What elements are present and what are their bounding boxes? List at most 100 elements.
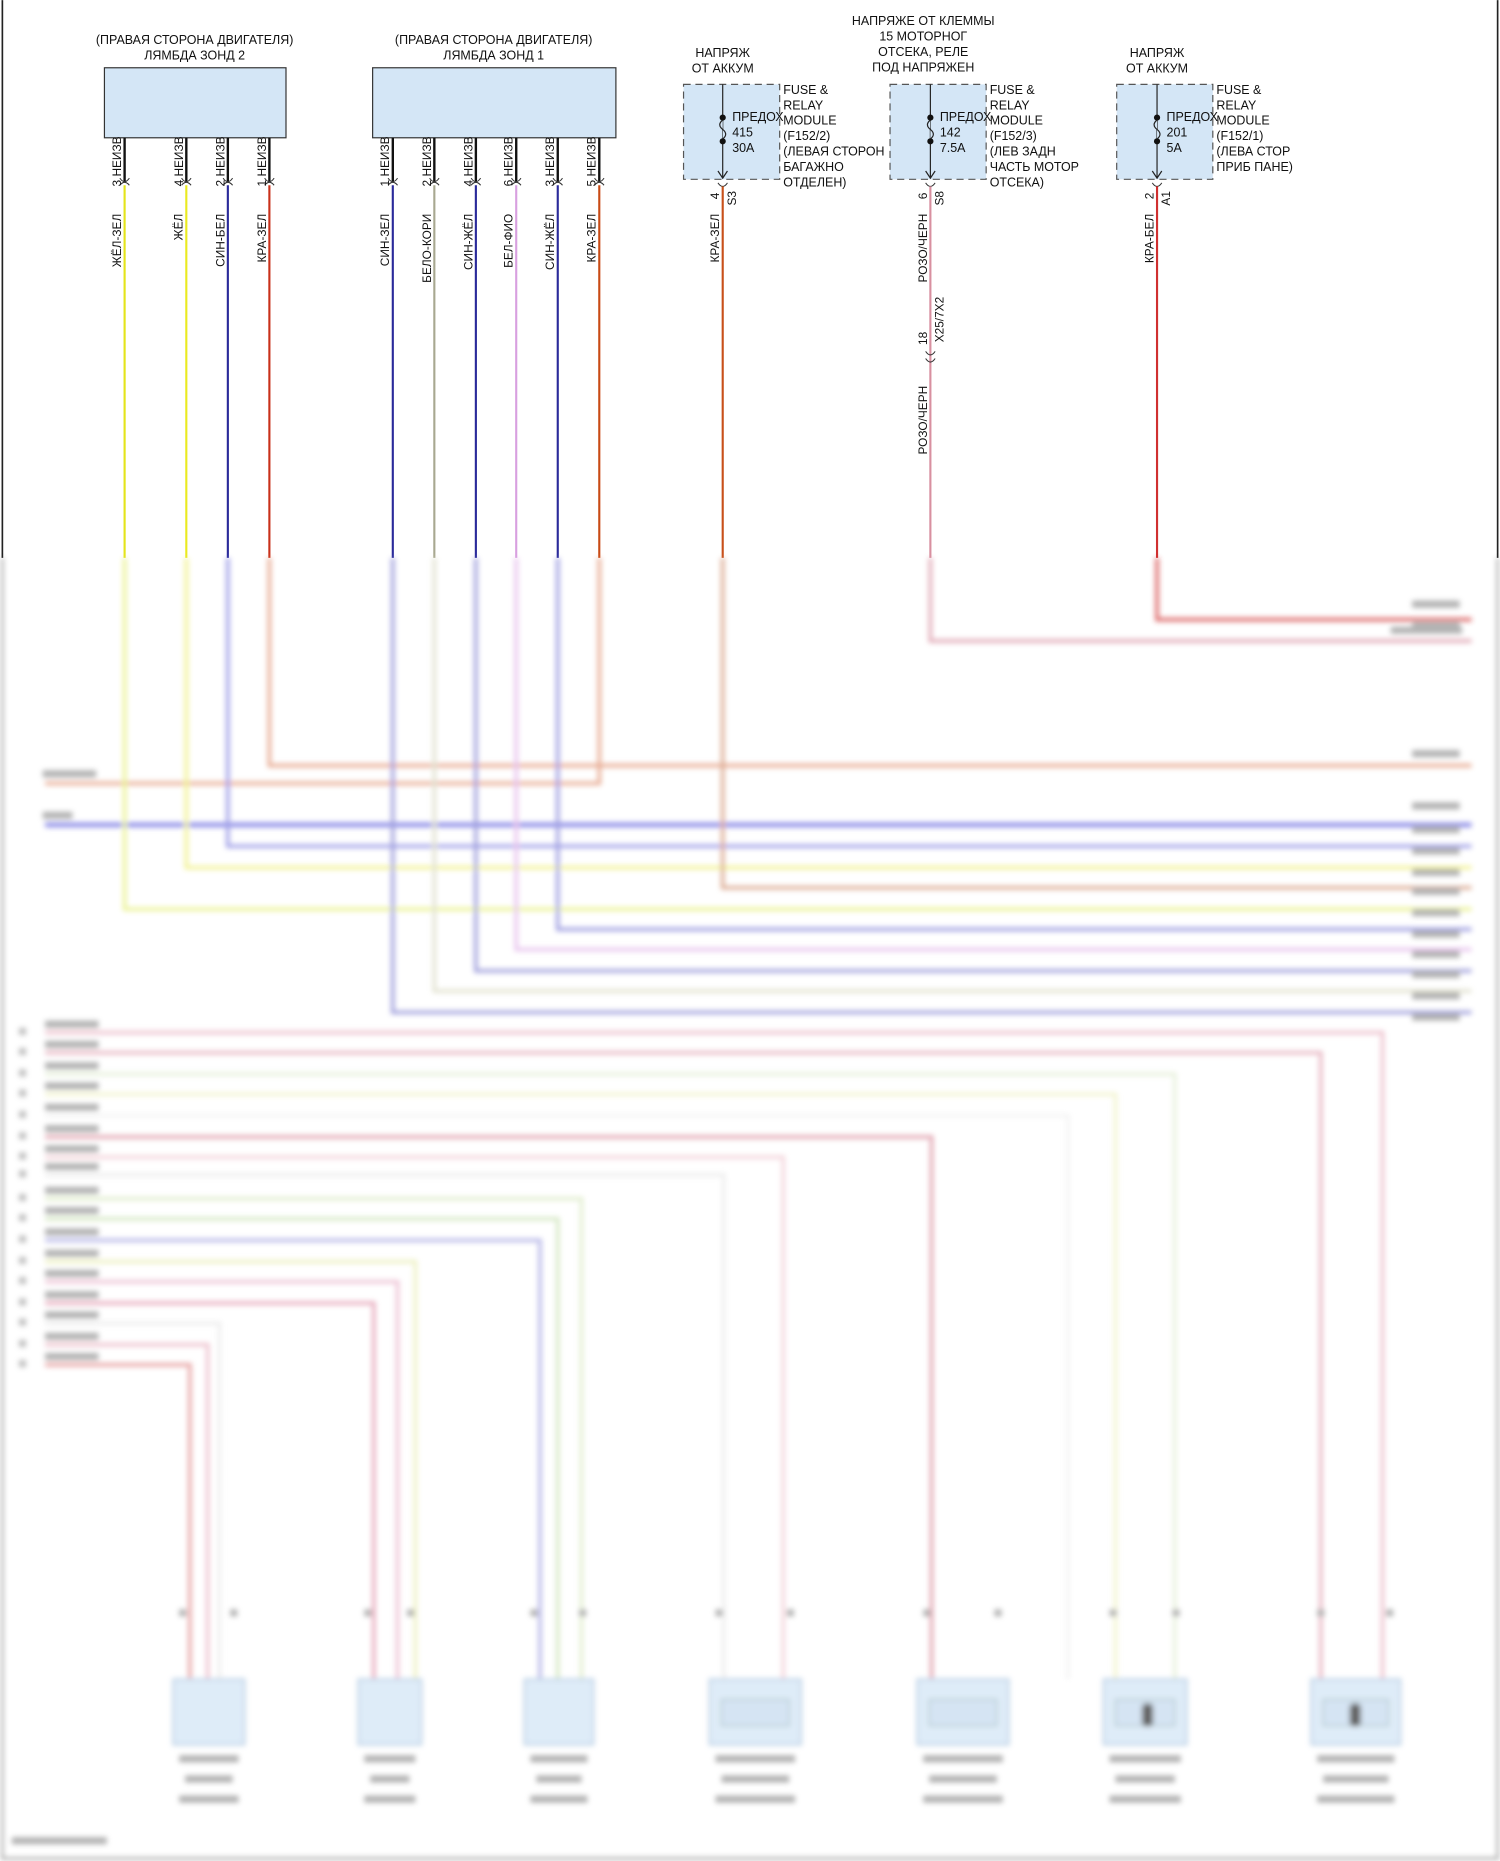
inline-connector-symbol [925,351,936,363]
pin-label: 4 НЕИЗВ [461,136,475,186]
sensor-name-label: ЛЯМБДА ЗОНД 2 [144,48,245,62]
wire-color-label: КРА-БЕЛ [1142,214,1156,263]
blurred-label [994,1609,1002,1617]
supply-label: ОТ АККУМ [1126,62,1188,76]
blurred-label [42,811,73,819]
blurred-label [42,770,97,778]
inline-connector-label: X25/7X2 [932,297,946,342]
wire [45,1342,210,1680]
pin-label: 6 НЕИЗВ [502,136,516,186]
blurred-label [530,1795,588,1803]
fuse-module-box [1116,83,1214,180]
blurred-label [1109,1795,1181,1803]
wire [45,1217,560,1680]
sensor-name-label: ЛЯМБДА ЗОНД 1 [443,48,544,62]
blurred-label [721,1775,790,1783]
module-label: MODULE [1216,114,1269,128]
blurred-label [407,1609,415,1617]
blurred-label [45,1103,99,1111]
connector-symbol [387,177,398,186]
wire [555,557,1472,932]
wire [474,557,1472,973]
wire [514,557,1472,952]
blurred-label [1412,992,1460,1000]
connector-symbol [181,177,192,186]
connector-symbol [717,182,728,187]
wire [267,557,1472,768]
blurred-pin [18,1214,27,1222]
wire [45,1050,1323,1680]
blurred-label [45,1062,99,1070]
module-label: RELAY [990,98,1031,112]
arrow-icon [717,170,728,180]
blurred-label [179,1609,187,1617]
sensor-wire: 1 НЕИЗВ СИН-ЗЕЛ [378,136,398,558]
wire [45,1030,1385,1680]
supply-label: ОТ АККУМ [692,62,754,76]
arrow-icon [925,170,936,180]
pin-label: 6 [916,192,930,199]
module-label: ПРИБ ПАНЕ) [1216,160,1293,174]
blurred-label [45,1249,99,1257]
blurred-label [45,1082,99,1090]
module-label: (ЛЕВАЯ СТОРОН [783,145,884,159]
diagram-visible-section: (ПРАВАЯ СТОРОНА ДВИГАТЕЛЯ)ЛЯМБДА ЗОНД 23… [1,0,1499,558]
module-label: (ЛЕВА СТОР [1216,145,1290,159]
inline-pin-label: 18 [916,331,930,345]
supply-label: НАПРЯЖ [1130,46,1185,60]
connector-symbol [511,177,522,186]
blurred-label [530,1755,588,1763]
blurred-pin [18,1235,27,1243]
wire-color-label: КРА-ЗЕЛ [708,214,722,263]
blurred-label [536,1775,582,1783]
bottom-component [523,1678,595,1746]
supply-label: НАПРЯЖ [695,46,750,60]
blurred-label [1172,1609,1180,1617]
blurred-label [1412,600,1460,608]
wire-color-label: БЕЛ-ФИО [502,214,516,268]
component-symbol [1141,1703,1154,1727]
blurred-label [530,1609,538,1617]
blurred-pin [18,1256,27,1264]
blurred-label [1109,1755,1181,1763]
fuse-rating: 5A [1167,141,1183,155]
fuse-module-box [682,83,781,180]
blurred-label [1412,1013,1460,1021]
sensor-wire: 1 НЕИЗВ КРА-ЗЕЛ [255,136,275,558]
blurred-label [923,1755,1003,1763]
wire [45,1135,934,1680]
blurred-label [715,1795,796,1803]
sensor-wire: 4 НЕИЗВ ЖЁЛ [172,136,192,558]
blurred-label [45,1291,99,1299]
wire-color-label: КРА-ЗЕЛ [255,214,269,263]
wire-color-label: ЖЁЛ-ЗЕЛ [110,214,124,267]
blurred-label [1390,626,1463,634]
sensor-location-label: (ПРАВАЯ СТОРОНА ДВИГАТЕЛЯ) [395,33,592,47]
frame [1,557,1499,1860]
blurred-label [364,1609,372,1617]
fuse-terminal [927,114,934,121]
blurred-label [1317,1755,1395,1763]
blurred-label [1115,1775,1175,1783]
blurred-label [1412,909,1460,917]
pin-label: 4 НЕИЗВ [172,136,186,186]
wire [928,557,1472,643]
wire [45,1363,192,1680]
wire [122,557,1472,911]
blurred-label [715,1755,796,1763]
connector-symbol [552,177,563,186]
wire [45,1279,400,1680]
blurred-label [45,1311,99,1319]
blurred-label [1412,970,1460,978]
module-label: (F152/2) [783,129,830,143]
blurred-label [45,1207,99,1215]
wire [226,557,1472,849]
blurred-label [929,1775,997,1783]
blurred-label [923,1795,1003,1803]
blurred-label [45,1186,99,1194]
blurred-label [45,1145,99,1153]
blurred-label [45,1163,99,1171]
sensor-location-label: (ПРАВАЯ СТОРОНА ДВИГАТЕЛЯ) [96,33,293,47]
